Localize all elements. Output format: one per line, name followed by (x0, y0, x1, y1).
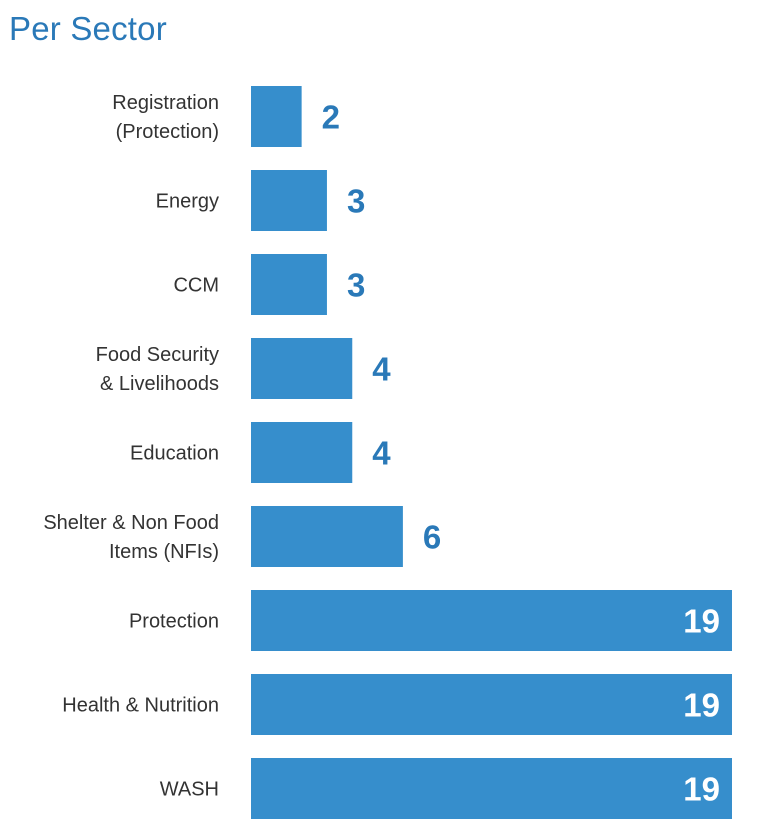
category-label-line: Protection (129, 611, 219, 633)
category-label-3: Food Security & Livelihoods (96, 344, 219, 395)
category-label-line: Items (NFIs) (109, 541, 219, 563)
category-label-7: Health & Nutrition (62, 695, 219, 717)
category-label-2: CCM (173, 275, 219, 297)
bar-0 (251, 86, 302, 147)
category-label-0: Registration (Protection) (112, 92, 219, 143)
bars-layer (251, 86, 732, 819)
bar-4 (251, 422, 353, 483)
category-label-line: Food Security (96, 344, 219, 366)
category-label-line: Education (130, 443, 219, 465)
category-label-1: Energy (156, 191, 219, 213)
bar-3 (251, 338, 353, 399)
labels-layer: 2 Registration (Protection) 3 Energy 3 CCM 4 Foo… (43, 92, 720, 808)
bar-5 (251, 506, 403, 567)
bar-1 (251, 170, 327, 231)
value-label-2: 3 (347, 267, 365, 304)
value-label-0: 2 (322, 99, 340, 136)
category-label-5: Shelter & Non Food Items (NFIs) (43, 512, 219, 563)
category-label-line: Registration (112, 92, 219, 114)
bar-7 (251, 674, 732, 735)
category-label-8: WASH (160, 779, 219, 801)
chart-title: Per Sector (9, 10, 167, 47)
bar-2 (251, 254, 327, 315)
value-label-1: 3 (347, 183, 365, 220)
value-label-7: 19 (683, 687, 720, 724)
category-label-line: Shelter & Non Food (43, 512, 219, 534)
category-label-line: (Protection) (116, 121, 219, 143)
category-label-line: & Livelihoods (100, 373, 219, 395)
value-label-5: 6 (423, 519, 441, 556)
bar-6 (251, 590, 732, 651)
category-label-line: Health & Nutrition (62, 695, 219, 717)
value-label-4: 4 (372, 435, 391, 472)
category-label-6: Protection (129, 611, 219, 633)
category-label-4: Education (130, 443, 219, 465)
bar-8 (251, 758, 732, 819)
category-label-line: CCM (173, 275, 219, 297)
value-label-3: 4 (372, 351, 391, 388)
value-label-8: 19 (683, 771, 720, 808)
category-label-line: WASH (160, 779, 219, 801)
category-label-line: Energy (156, 191, 219, 213)
value-label-6: 19 (683, 603, 720, 640)
